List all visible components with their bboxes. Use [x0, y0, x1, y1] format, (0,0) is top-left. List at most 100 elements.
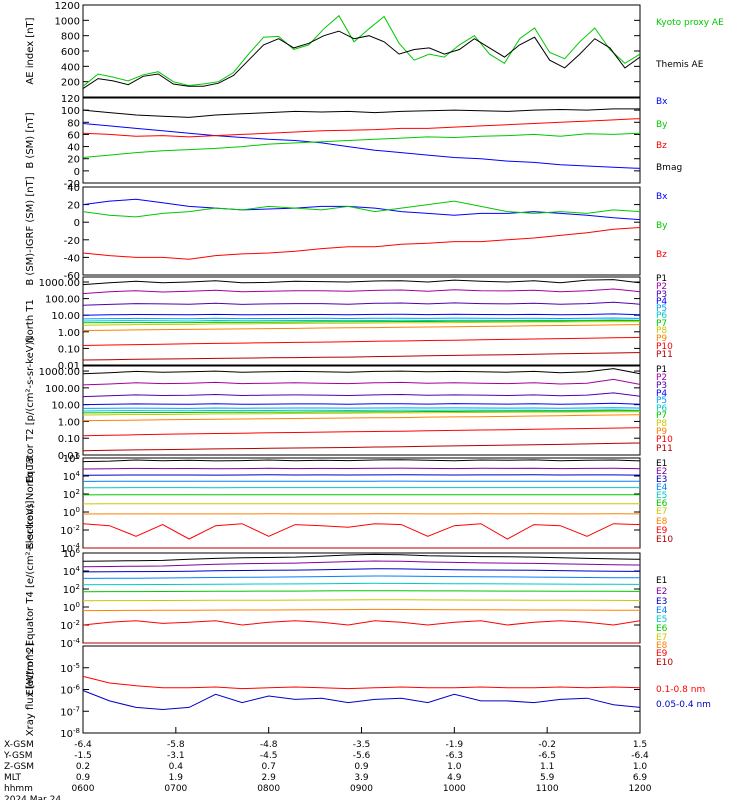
legend-label-6-1: E2: [656, 467, 667, 477]
series-line-4-p6: [82, 319, 641, 322]
series-line-7-e9: [82, 620, 641, 626]
x-row-value-3-1: 1.9: [169, 773, 184, 783]
y-axis-label-5: Equator T2 [p/(cm²-s-sr-keV)]: [25, 337, 36, 483]
x-row-value-4-3: 0900: [350, 784, 373, 794]
y-tick-label-6-5: 10-4: [60, 542, 80, 555]
legend-label-4-6: P7: [656, 319, 667, 329]
y-tick-label-4-4: 0.10: [58, 344, 80, 355]
series-line-1-kyoto-proxy-ae: [82, 14, 641, 87]
legend-label-7-2: E3: [656, 597, 667, 607]
series-line-7-e3: [82, 568, 641, 573]
legend-label-5-3: P4: [656, 389, 667, 399]
y-tick-label-5-3: 1.00: [58, 417, 80, 428]
y-tick-label-1-4: 1000: [55, 16, 80, 27]
panel-frame-8: [82, 645, 641, 734]
y-tick-label-2-2: 20: [67, 155, 80, 166]
y-axis-label-1: AE index [nT]: [25, 17, 36, 84]
legend-label-3-0: Bx: [656, 192, 668, 202]
legend-label-3-1: By: [656, 221, 668, 231]
series-line-6-e9: [82, 523, 641, 540]
y-tick-label-6-1: 104: [63, 470, 81, 483]
legend-label-7-8: E9: [656, 649, 668, 659]
y-tick-label-3-0: -60: [64, 271, 80, 282]
series-line-4-p1: [82, 279, 641, 286]
legend-label-4-4: P5: [656, 304, 667, 314]
x-row-value-0-3: -3.5: [353, 740, 371, 750]
y-tick-label-7-0: 106: [63, 547, 81, 560]
y-tick-label-3-5: 40: [67, 183, 80, 194]
x-row-value-0-5: -0.2: [538, 740, 556, 750]
legend-label-7-5: E6: [656, 624, 668, 634]
series-line-4-p2: [82, 288, 641, 295]
legend-label-4-8: P9: [656, 334, 667, 344]
x-row-value-4-6: 1200: [629, 784, 652, 794]
x-row-label-2: Z-GSM: [4, 762, 34, 772]
x-row-value-2-2: 0.7: [262, 762, 276, 772]
x-row-value-2-0: 0.2: [76, 762, 90, 772]
series-line-6-e1: [82, 459, 641, 463]
date-label: 2024 Mar 24: [4, 795, 61, 800]
x-row-value-3-6: 6.9: [633, 773, 648, 783]
x-row-value-2-3: 0.9: [354, 762, 369, 772]
series-line-4-p8: [82, 321, 640, 326]
legend-label-5-7: P8: [656, 419, 667, 429]
legend-label-4-3: P4: [656, 297, 667, 307]
legend-label-8-1: 0.05-0.4 nm: [656, 700, 711, 710]
y-tick-label-5-5: 0.01: [58, 451, 80, 462]
x-row-value-3-0: 0.9: [76, 773, 91, 783]
series-line-5-p2: [82, 378, 641, 386]
legend-label-7-6: E7: [656, 633, 667, 643]
y-tick-label-2-7: 120: [61, 94, 80, 105]
legend-label-5-6: P7: [656, 411, 667, 421]
y-tick-label-8-2: 10-7: [60, 705, 80, 718]
x-row-value-3-5: 5.9: [540, 773, 555, 783]
series-line-6-e2: [82, 467, 641, 470]
x-row-value-1-1: -3.1: [167, 751, 185, 761]
series-line-2-bz: [82, 118, 641, 138]
legend-label-6-0: E1: [656, 459, 667, 469]
series-line-2-bmag: [82, 108, 640, 118]
legend-label-5-4: P5: [656, 396, 667, 406]
y-tick-label-2-1: 0: [74, 167, 80, 178]
y-axis-label-6: Electrons North T3: [25, 456, 36, 549]
legend-label-7-7: E8: [656, 641, 668, 651]
series-line-4-p7: [82, 320, 640, 324]
x-row-value-0-1: -5.8: [167, 740, 185, 750]
series-line-4-p10: [82, 336, 641, 346]
series-line-7-e4: [82, 575, 641, 579]
x-row-value-4-4: 1000: [443, 784, 466, 794]
y-tick-label-4-2: 10.00: [51, 311, 80, 322]
series-line-7-e2: [82, 560, 641, 568]
y-tick-label-7-1: 104: [63, 565, 81, 578]
x-row-value-4-1: 0700: [164, 784, 187, 794]
y-tick-label-2-4: 60: [67, 130, 80, 141]
x-row-value-1-6: -6.4: [631, 751, 649, 761]
series-line-7-e5: [82, 582, 641, 586]
x-row-label-4: hhmm: [4, 784, 33, 794]
y-tick-label-6-3: 100: [63, 506, 80, 519]
y-tick-label-7-2: 102: [63, 583, 80, 596]
panel-frame-6: [82, 457, 641, 549]
legend-label-5-2: P3: [656, 381, 667, 391]
series-line-3-by: [82, 200, 641, 218]
legend-label-4-0: P1: [656, 274, 667, 284]
y-axis-label-7: Electrons Equator T4 [e/(cm²-s-sr-keV)]: [25, 500, 36, 695]
series-line-5-p8: [82, 411, 640, 416]
series-line-4-p4: [82, 313, 641, 316]
legend-label-4-10: P11: [656, 350, 673, 360]
x-row-label-0: X-GSM: [4, 740, 34, 750]
series-line-5-p6: [82, 409, 641, 412]
legend-label-7-3: E4: [656, 606, 668, 616]
panel-frame-7: [82, 552, 641, 644]
series-line-4-p5: [82, 317, 641, 320]
y-tick-label-1-5: 1200: [55, 1, 80, 12]
legend-label-7-9: E10: [656, 658, 673, 668]
legend-label-4-9: P10: [656, 342, 673, 352]
y-tick-label-8-1: 10-6: [60, 684, 80, 697]
y-tick-label-3-4: 20: [67, 201, 80, 212]
x-row-value-2-5: 1.1: [540, 762, 554, 772]
y-tick-label-5-0: 1000.00: [39, 367, 80, 378]
legend-label-8-0: 0.1-0.8 nm: [656, 685, 705, 695]
series-line-3-bz: [82, 227, 641, 260]
series-line-7-e6: [82, 590, 641, 593]
